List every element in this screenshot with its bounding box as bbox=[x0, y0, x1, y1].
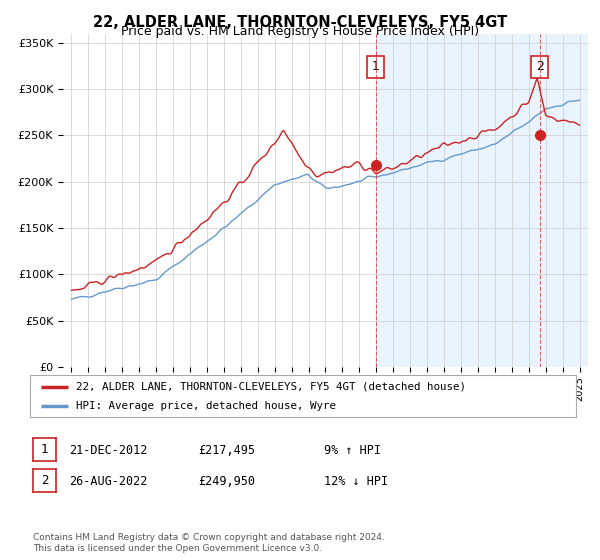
Text: £249,950: £249,950 bbox=[198, 475, 255, 488]
Text: 26-AUG-2022: 26-AUG-2022 bbox=[69, 475, 148, 488]
Text: 21-DEC-2012: 21-DEC-2012 bbox=[69, 444, 148, 458]
Text: £217,495: £217,495 bbox=[198, 444, 255, 458]
Text: Contains HM Land Registry data © Crown copyright and database right 2024.
This d: Contains HM Land Registry data © Crown c… bbox=[33, 533, 385, 553]
Text: 2: 2 bbox=[536, 60, 544, 73]
Text: 1: 1 bbox=[41, 443, 48, 456]
Text: 2: 2 bbox=[41, 474, 48, 487]
Bar bbox=[376, 34, 588, 367]
Text: 22, ALDER LANE, THORNTON-CLEVELEYS, FY5 4GT: 22, ALDER LANE, THORNTON-CLEVELEYS, FY5 … bbox=[93, 15, 507, 30]
Text: 1: 1 bbox=[372, 60, 380, 73]
Text: 22, ALDER LANE, THORNTON-CLEVELEYS, FY5 4GT (detached house): 22, ALDER LANE, THORNTON-CLEVELEYS, FY5 … bbox=[76, 381, 466, 391]
Text: HPI: Average price, detached house, Wyre: HPI: Average price, detached house, Wyre bbox=[76, 401, 337, 411]
Text: Price paid vs. HM Land Registry's House Price Index (HPI): Price paid vs. HM Land Registry's House … bbox=[121, 25, 479, 38]
Text: 9% ↑ HPI: 9% ↑ HPI bbox=[324, 444, 381, 458]
Text: 12% ↓ HPI: 12% ↓ HPI bbox=[324, 475, 388, 488]
